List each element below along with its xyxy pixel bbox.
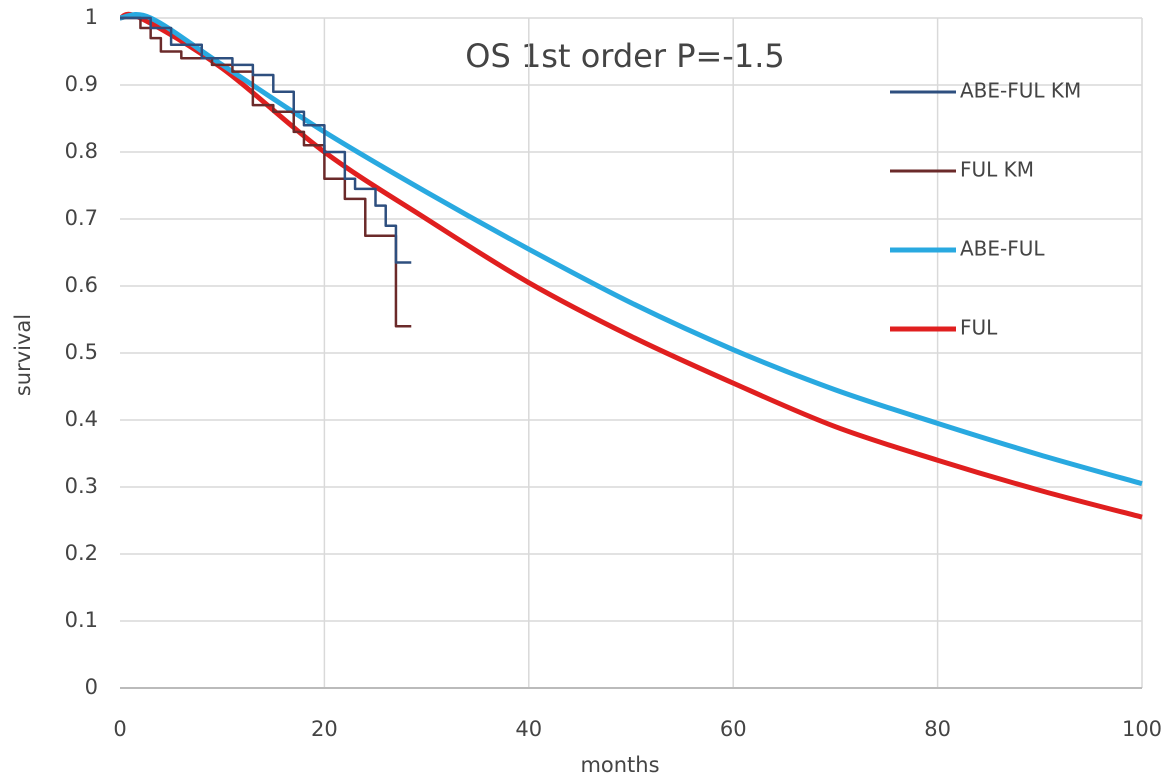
y-tick-label: 0.2	[65, 541, 98, 565]
x-tick-label: 100	[1122, 717, 1162, 741]
y-tick-label: 0.6	[65, 273, 98, 297]
y-tick-label: 0.8	[65, 139, 98, 163]
y-tick-label: 0.5	[65, 340, 98, 364]
y-tick-label: 0.9	[65, 72, 98, 96]
x-tick-label: 80	[924, 717, 951, 741]
y-tick-label: 0.3	[65, 474, 98, 498]
series-line	[120, 16, 412, 264]
y-tick-label: 0	[85, 675, 98, 699]
series-line	[119, 12, 1143, 487]
y-axis-label: survival	[11, 314, 35, 396]
x-tick-label: 0	[113, 717, 126, 741]
x-tick-label: 60	[720, 717, 747, 741]
legend-label: FUL KM	[960, 158, 1034, 182]
series-line	[119, 11, 1143, 520]
series-line	[120, 16, 412, 328]
x-tick-label: 20	[311, 717, 338, 741]
y-tick-label: 0.7	[65, 206, 98, 230]
x-tick-label: 40	[515, 717, 542, 741]
x-axis-label: months	[580, 753, 659, 777]
legend-label: FUL	[960, 316, 998, 340]
y-tick-label: 0.4	[65, 407, 98, 431]
legend-label: ABE-FUL KM	[960, 79, 1081, 103]
y-tick-label: 1	[85, 5, 98, 29]
legend-label: ABE-FUL	[960, 237, 1045, 261]
y-tick-label: 0.1	[65, 608, 98, 632]
chart-title: OS 1st order P=-1.5	[465, 37, 784, 75]
